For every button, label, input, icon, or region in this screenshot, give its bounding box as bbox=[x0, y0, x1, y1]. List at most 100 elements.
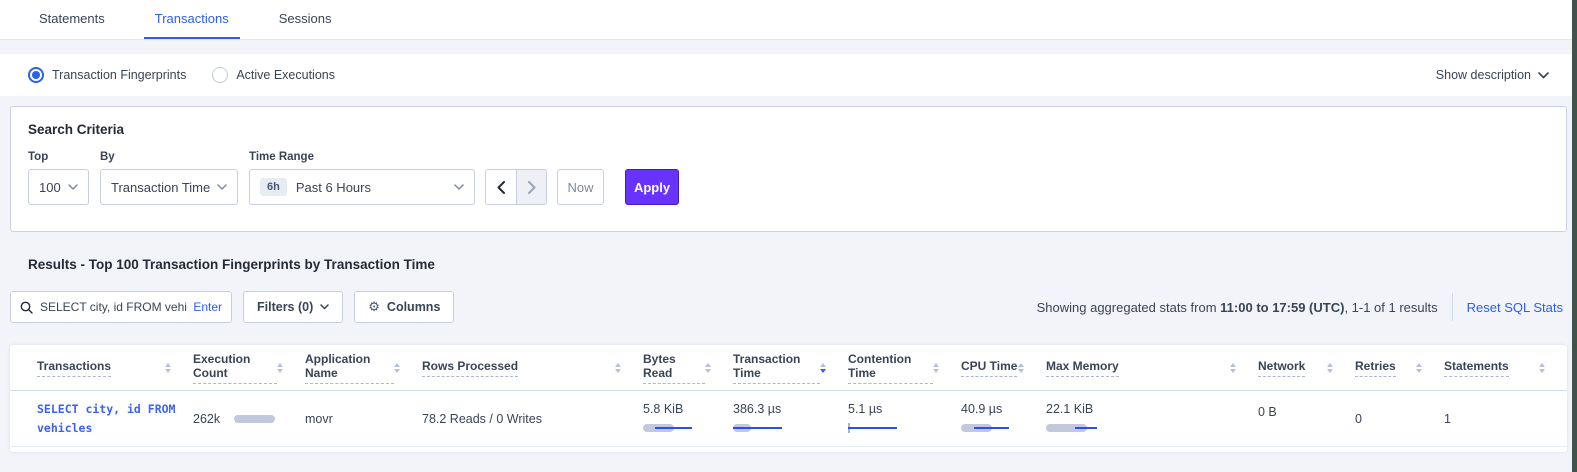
transactions-table: Transactions Execution Count Application… bbox=[10, 345, 1567, 452]
application-name-cell: movr bbox=[305, 411, 333, 426]
results-heading: Results - Top 100 Transaction Fingerprin… bbox=[28, 257, 435, 272]
sort-icon bbox=[1230, 362, 1236, 373]
column-header-execution-count[interactable]: Execution Count bbox=[193, 352, 305, 384]
contention-time-cell: 5.1 µs bbox=[848, 402, 961, 435]
show-description-label: Show description bbox=[1435, 68, 1531, 82]
time-range-select[interactable]: 6h Past 6 Hours bbox=[249, 169, 475, 205]
radio-label: Transaction Fingerprints bbox=[52, 68, 187, 82]
column-header-contention-time[interactable]: Contention Time bbox=[848, 352, 961, 384]
transaction-time-bar bbox=[733, 423, 787, 433]
tab-statements[interactable]: Statements bbox=[39, 11, 105, 26]
retries-cell: 0 bbox=[1355, 411, 1362, 426]
column-header-retries[interactable]: Retries bbox=[1355, 359, 1444, 377]
right-edge-strip bbox=[1572, 0, 1577, 472]
gear-icon: ⚙ bbox=[368, 299, 380, 315]
search-input[interactable] bbox=[40, 300, 188, 314]
table-row: SELECT city, id FROM vehicles 262k movr … bbox=[10, 391, 1567, 447]
statements-cell: 1 bbox=[1444, 411, 1451, 426]
chevron-down-icon bbox=[454, 184, 464, 190]
time-range-badge: 6h bbox=[260, 178, 287, 196]
columns-button[interactable]: ⚙ Columns bbox=[354, 291, 455, 323]
chevron-down-icon bbox=[217, 184, 227, 190]
radio-active-executions[interactable]: Active Executions bbox=[212, 67, 335, 83]
search-criteria-title: Search Criteria bbox=[28, 122, 125, 137]
sort-icon bbox=[1327, 362, 1333, 373]
search-icon bbox=[20, 301, 33, 314]
sort-icon-desc-active bbox=[820, 362, 826, 373]
max-memory-bar bbox=[1046, 423, 1100, 433]
column-header-application-name[interactable]: Application Name bbox=[305, 352, 422, 384]
column-header-rows-processed[interactable]: Rows Processed bbox=[422, 359, 643, 377]
top-field: Top 100 bbox=[28, 151, 100, 205]
chevron-down-icon bbox=[1538, 71, 1549, 78]
page-tabs: Statements Transactions Sessions bbox=[0, 0, 1577, 40]
columns-label: Columns bbox=[386, 300, 441, 314]
rows-processed-cell: 78.2 Reads / 0 Writes bbox=[422, 411, 542, 426]
apply-button[interactable]: Apply bbox=[625, 169, 679, 205]
time-range-arrows bbox=[485, 169, 547, 205]
top-select-value: 100 bbox=[39, 179, 61, 195]
execution-count-cell: 262k bbox=[193, 412, 305, 426]
now-button[interactable]: Now bbox=[557, 169, 604, 205]
radio-transaction-fingerprints[interactable]: Transaction Fingerprints bbox=[28, 67, 186, 83]
by-select-value: Transaction Time bbox=[111, 179, 211, 195]
aggregated-stats-text: Showing aggregated stats from 11:00 to 1… bbox=[1036, 299, 1438, 315]
radio-selected-icon bbox=[28, 67, 44, 83]
time-range-value: Past 6 Hours bbox=[295, 179, 371, 195]
by-field: By Transaction Time bbox=[100, 151, 249, 205]
column-header-statements[interactable]: Statements bbox=[1444, 359, 1567, 377]
chevron-down-icon bbox=[320, 304, 330, 310]
time-range-next-button[interactable] bbox=[516, 170, 546, 204]
column-header-cpu-time[interactable]: CPU Time bbox=[961, 359, 1046, 377]
filters-label: Filters (0) bbox=[257, 300, 314, 314]
bytes-read-bar bbox=[643, 423, 697, 433]
sort-icon bbox=[394, 362, 400, 373]
results-toolbar: Enter Filters (0) ⚙ Columns Showing aggr… bbox=[10, 291, 1567, 323]
sort-icon bbox=[277, 362, 283, 373]
column-header-transactions[interactable]: Transactions bbox=[37, 359, 193, 377]
search-enter-button[interactable]: Enter bbox=[193, 300, 222, 314]
sql-search-box[interactable]: Enter bbox=[10, 291, 232, 323]
tab-transactions[interactable]: Transactions bbox=[143, 0, 240, 39]
table-header-row: Transactions Execution Count Application… bbox=[10, 345, 1567, 391]
cpu-time-cell: 40.9 µs bbox=[961, 402, 1046, 435]
chevron-right-icon bbox=[527, 180, 535, 194]
search-criteria-card: Search Criteria Top 100 By Transaction T… bbox=[10, 106, 1567, 232]
top-select[interactable]: 100 bbox=[28, 169, 89, 205]
network-cell: 0 B bbox=[1258, 404, 1277, 419]
column-header-transaction-time[interactable]: Transaction Time bbox=[733, 352, 848, 384]
cpu-time-bar bbox=[961, 423, 1015, 433]
transaction-time-cell: 386.3 µs bbox=[733, 402, 848, 435]
chevron-left-icon bbox=[497, 180, 505, 194]
bytes-read-cell: 5.8 KiB bbox=[643, 402, 733, 435]
sort-icon bbox=[1539, 362, 1545, 373]
transaction-fingerprint-link[interactable]: SELECT city, id FROM vehicles bbox=[37, 402, 176, 435]
chevron-down-icon bbox=[68, 184, 78, 190]
sort-icon bbox=[165, 362, 171, 373]
sort-icon bbox=[1416, 362, 1422, 373]
toolbar-divider bbox=[1451, 293, 1453, 321]
filters-button[interactable]: Filters (0) bbox=[243, 291, 344, 323]
reset-sql-stats-link[interactable]: Reset SQL Stats bbox=[1466, 299, 1563, 315]
sort-icon bbox=[933, 362, 939, 373]
top-field-label: Top bbox=[28, 151, 49, 163]
contention-time-bar bbox=[848, 423, 902, 433]
column-header-bytes-read[interactable]: Bytes Read bbox=[643, 352, 733, 384]
by-select[interactable]: Transaction Time bbox=[100, 169, 238, 205]
time-range-field: Time Range 6h Past 6 Hours bbox=[249, 151, 485, 205]
max-memory-cell: 22.1 KiB bbox=[1046, 402, 1258, 435]
sort-icon bbox=[1018, 362, 1024, 373]
radio-label: Active Executions bbox=[236, 68, 335, 82]
column-header-network[interactable]: Network bbox=[1258, 359, 1355, 377]
time-range-field-label: Time Range bbox=[249, 151, 314, 163]
time-range-prev-button[interactable] bbox=[486, 170, 516, 204]
show-description-toggle[interactable]: Show description bbox=[1436, 68, 1549, 82]
by-field-label: By bbox=[100, 151, 115, 163]
execution-count-bar bbox=[234, 414, 276, 423]
radio-unselected-icon bbox=[212, 67, 229, 83]
view-toggle-row: Transaction Fingerprints Active Executio… bbox=[0, 54, 1577, 96]
sort-icon bbox=[705, 362, 711, 373]
tab-sessions[interactable]: Sessions bbox=[278, 11, 332, 26]
column-header-max-memory[interactable]: Max Memory bbox=[1046, 359, 1258, 377]
sort-icon bbox=[615, 362, 621, 373]
